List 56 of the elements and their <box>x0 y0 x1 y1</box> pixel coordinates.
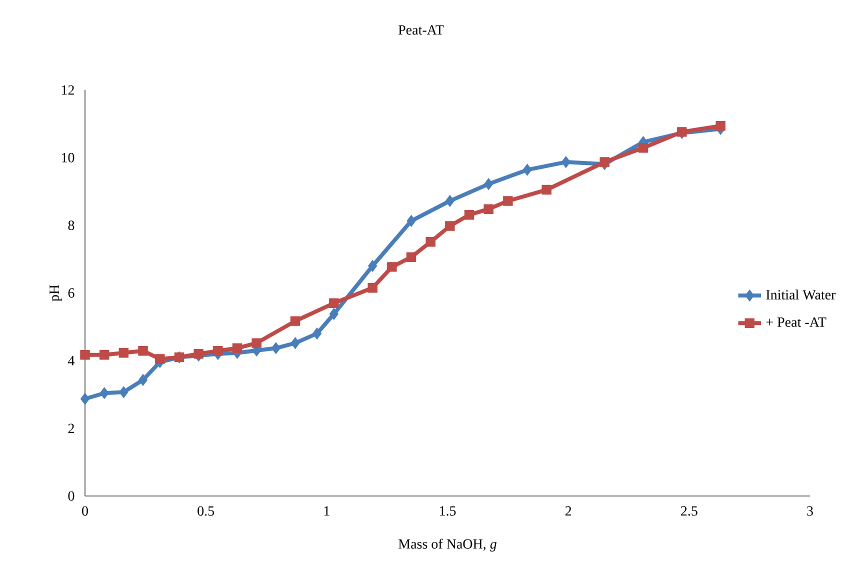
y-tick-label: 10 <box>62 152 74 162</box>
point <box>445 221 455 231</box>
point <box>290 316 300 326</box>
point <box>387 262 397 272</box>
y-tick-label: 12 <box>62 85 74 95</box>
point <box>484 204 494 214</box>
point <box>600 157 610 167</box>
x-tick-label: 1.5 <box>440 506 456 516</box>
point <box>213 346 223 356</box>
point <box>329 298 339 308</box>
x-tick-label: 2 <box>565 506 572 516</box>
point <box>716 120 726 131</box>
point <box>406 252 416 262</box>
point <box>464 210 474 220</box>
point <box>406 214 416 227</box>
point <box>503 196 513 206</box>
y-tick-label: 8 <box>68 220 74 230</box>
y-axis-title: pH <box>50 284 62 302</box>
point <box>119 386 128 398</box>
point <box>542 184 552 195</box>
point <box>155 354 165 364</box>
point <box>99 350 110 360</box>
point <box>312 328 322 340</box>
point <box>252 338 262 348</box>
point <box>271 342 280 354</box>
y-tick-label: 4 <box>68 356 75 366</box>
point <box>522 164 532 176</box>
point <box>561 156 570 168</box>
y-tick-label: 2 <box>68 424 74 433</box>
x-tick-label: 3 <box>807 506 813 516</box>
point <box>484 178 494 190</box>
x-tick-label: 0.5 <box>198 506 214 516</box>
point <box>138 374 148 386</box>
legend-label: + Peat -AT <box>766 317 826 327</box>
point <box>232 343 242 353</box>
x-tick-label: 0 <box>82 506 88 516</box>
point <box>368 260 378 272</box>
chart-title: Peat-AT <box>398 25 444 35</box>
point <box>368 283 378 293</box>
point <box>80 350 90 360</box>
point <box>100 387 109 400</box>
point <box>638 142 648 153</box>
x-tick-label: 1 <box>324 506 330 516</box>
legend-label: Initial Water <box>766 290 836 300</box>
y-tick-label: 6 <box>68 288 74 298</box>
point <box>194 349 204 359</box>
point <box>445 195 454 207</box>
y-tick-label: 0 <box>68 491 74 501</box>
point <box>426 237 436 247</box>
x-tick-label: 2.5 <box>681 506 698 516</box>
x-axis-title: Mass of NaOH, g <box>398 538 496 552</box>
point <box>118 348 129 358</box>
point <box>80 392 90 405</box>
point <box>290 337 300 349</box>
point <box>138 346 148 356</box>
point <box>329 308 338 320</box>
